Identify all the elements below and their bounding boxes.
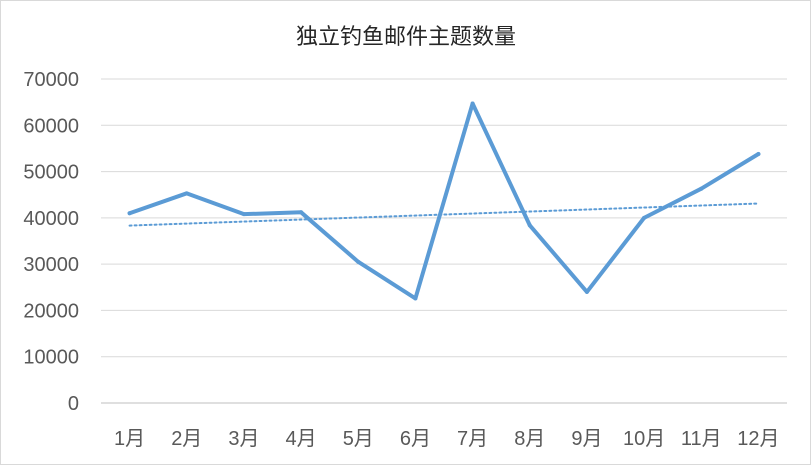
y-tick-label: 50000 [23,162,79,184]
data-point [470,101,475,106]
y-axis-tick-labels: 0 10000 20000 30000 40000 50000 60000 70000 [23,69,79,415]
x-tick-label: 9月 [571,428,602,450]
y-tick-label: 30000 [23,254,79,276]
data-point [699,186,704,191]
trendline [128,202,760,227]
x-tick-label: 3月 [228,428,259,450]
data-point [527,223,532,228]
data-point [299,210,304,215]
data-point [184,191,189,196]
y-tick-label: 20000 [23,300,79,322]
x-axis-tick-labels: 1月 2月 3月 4月 5月 6月 7月 8月 9月 10月 11月 12月 [114,428,780,450]
x-tick-label: 11月 [681,428,722,450]
data-point [642,215,647,220]
x-tick-label: 10月 [623,428,665,450]
data-point [127,211,132,216]
trendline-layer [128,202,760,227]
x-tick-label: 5月 [343,428,374,450]
x-tick-label: 1月 [114,428,145,450]
y-tick-label: 60000 [23,115,79,137]
series-layer [127,101,761,301]
y-tick-label: 0 [68,393,79,415]
data-point [241,212,246,217]
data-point [413,296,418,301]
data-point [584,289,589,294]
chart-title: 独立钓鱼邮件主题数量 [296,25,516,50]
x-tick-label: 12月 [737,428,779,450]
data-point [356,259,361,264]
x-tick-label: 8月 [514,428,545,450]
data-point [756,151,761,156]
x-tick-label: 6月 [400,428,431,450]
x-tick-label: 7月 [457,428,488,450]
y-tick-label: 10000 [23,347,79,369]
gridlines [101,78,787,404]
x-tick-label: 2月 [171,428,202,450]
y-tick-label: 40000 [23,208,79,230]
x-tick-label: 4月 [286,428,317,450]
series-line [127,101,761,301]
y-tick-label: 70000 [23,69,79,91]
